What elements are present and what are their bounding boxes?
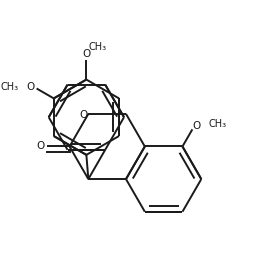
Text: O: O bbox=[80, 110, 88, 120]
Text: CH₃: CH₃ bbox=[1, 83, 19, 92]
Text: CH₃: CH₃ bbox=[208, 119, 226, 129]
Text: O: O bbox=[82, 49, 90, 59]
Text: O: O bbox=[192, 121, 200, 131]
Text: O: O bbox=[36, 142, 44, 151]
Text: O: O bbox=[26, 83, 35, 92]
Text: CH₃: CH₃ bbox=[89, 42, 107, 52]
